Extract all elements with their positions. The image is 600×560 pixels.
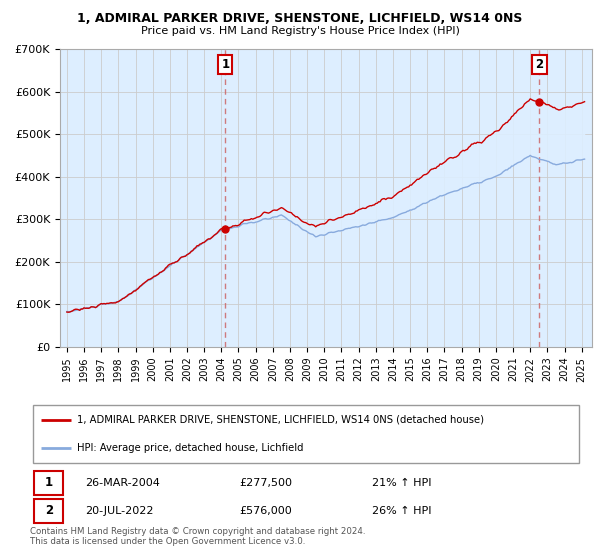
- FancyBboxPatch shape: [34, 500, 63, 523]
- Text: 26% ↑ HPI: 26% ↑ HPI: [372, 506, 432, 516]
- Text: Contains HM Land Registry data © Crown copyright and database right 2024.
This d: Contains HM Land Registry data © Crown c…: [30, 527, 365, 547]
- Text: 2: 2: [45, 505, 53, 517]
- Text: 20-JUL-2022: 20-JUL-2022: [85, 506, 154, 516]
- Text: 1, ADMIRAL PARKER DRIVE, SHENSTONE, LICHFIELD, WS14 0NS: 1, ADMIRAL PARKER DRIVE, SHENSTONE, LICH…: [77, 12, 523, 25]
- Text: 21% ↑ HPI: 21% ↑ HPI: [372, 478, 432, 488]
- Text: 1, ADMIRAL PARKER DRIVE, SHENSTONE, LICHFIELD, WS14 0NS (detached house): 1, ADMIRAL PARKER DRIVE, SHENSTONE, LICH…: [77, 415, 484, 424]
- Text: £277,500: £277,500: [240, 478, 293, 488]
- Text: £576,000: £576,000: [240, 506, 293, 516]
- Text: 1: 1: [221, 58, 229, 71]
- Text: 26-MAR-2004: 26-MAR-2004: [85, 478, 160, 488]
- Text: Price paid vs. HM Land Registry's House Price Index (HPI): Price paid vs. HM Land Registry's House …: [140, 26, 460, 36]
- Text: 1: 1: [45, 477, 53, 489]
- Text: HPI: Average price, detached house, Lichfield: HPI: Average price, detached house, Lich…: [77, 444, 304, 453]
- FancyBboxPatch shape: [34, 472, 63, 495]
- FancyBboxPatch shape: [33, 405, 579, 463]
- Text: 2: 2: [535, 58, 544, 71]
